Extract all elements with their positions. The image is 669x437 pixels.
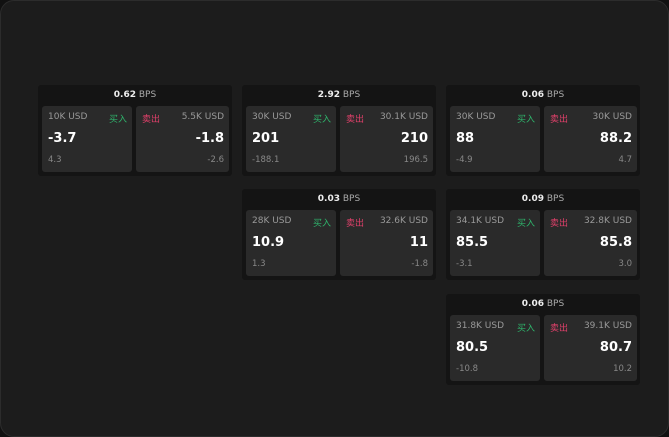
ask-size: 32.6K USD bbox=[379, 216, 428, 226]
bid-price: 201 bbox=[252, 131, 280, 146]
buy-button[interactable]: 34.1K USD 买入 85.5 -3.1 bbox=[450, 210, 540, 276]
spread-header: 2.92 BPS bbox=[242, 85, 436, 106]
spread-unit: BPS bbox=[342, 90, 361, 100]
ask-size: 39.1K USD bbox=[583, 321, 632, 331]
sell-label: 卖出 bbox=[550, 219, 569, 229]
spread-value: 0.62 bbox=[113, 90, 136, 100]
quote-card: 2.92 BPS 30K USD 买入 201 -188.1 卖出 30.1K US… bbox=[242, 85, 436, 176]
sell-label: 卖出 bbox=[346, 115, 365, 125]
bid-price: 80.5 bbox=[456, 340, 489, 355]
bid-change: -10.8 bbox=[456, 364, 478, 374]
bid-price: 88 bbox=[456, 131, 475, 146]
bid-change: -3.1 bbox=[456, 259, 473, 269]
sell-button[interactable]: 卖出 32.8K USD 85.8 3.0 bbox=[544, 210, 637, 276]
ask-price: 88.2 bbox=[599, 131, 632, 146]
quote-card: 0.06 BPS 31.8K USD 买入 80.5 -10.8 卖出 39.1K … bbox=[446, 294, 640, 385]
bid-change: -4.9 bbox=[456, 155, 473, 165]
spread-value: 0.09 bbox=[521, 194, 544, 204]
sell-button[interactable]: 卖出 5.5K USD -1.8 -2.6 bbox=[136, 106, 229, 172]
spread-header: 0.09 BPS bbox=[446, 189, 640, 210]
buy-button[interactable]: 30K USD 买入 88 -4.9 bbox=[450, 106, 540, 172]
quote-card: 0.03 BPS 28K USD 买入 10.9 1.3 卖出 32.6K USD … bbox=[242, 189, 436, 280]
spread-value: 2.92 bbox=[317, 90, 340, 100]
spread-value: 0.06 bbox=[521, 90, 544, 100]
buy-label: 买入 bbox=[516, 115, 535, 125]
sell-label: 卖出 bbox=[550, 115, 569, 125]
ask-size: 5.5K USD bbox=[181, 112, 224, 122]
bid-size: 30K USD bbox=[252, 112, 292, 122]
ask-size: 30.1K USD bbox=[379, 112, 428, 122]
buy-button[interactable]: 10K USD 买入 -3.7 4.3 bbox=[42, 106, 132, 172]
bid-change: 1.3 bbox=[252, 259, 266, 269]
bid-change: -188.1 bbox=[252, 155, 280, 165]
bid-size: 28K USD bbox=[252, 216, 292, 226]
ask-price: 80.7 bbox=[599, 340, 632, 355]
ask-change: 3.0 bbox=[618, 259, 632, 269]
quote-card: 0.06 BPS 30K USD 买入 88 -4.9 卖出 30K USD 88.… bbox=[446, 85, 640, 176]
spread-unit: BPS bbox=[546, 90, 565, 100]
ask-change: -1.8 bbox=[411, 259, 428, 269]
spread-value: 0.06 bbox=[521, 299, 544, 309]
spread-unit: BPS bbox=[342, 194, 361, 204]
buy-button[interactable]: 30K USD 买入 201 -188.1 bbox=[246, 106, 336, 172]
buy-label: 买入 bbox=[312, 219, 331, 229]
spread-unit: BPS bbox=[138, 90, 157, 100]
ask-size: 30K USD bbox=[592, 112, 632, 122]
ask-price: 85.8 bbox=[599, 235, 632, 250]
bid-size: 10K USD bbox=[48, 112, 88, 122]
ask-price: 11 bbox=[409, 235, 428, 250]
sell-button[interactable]: 卖出 30K USD 88.2 4.7 bbox=[544, 106, 637, 172]
sell-button[interactable]: 卖出 39.1K USD 80.7 10.2 bbox=[544, 315, 637, 381]
sell-label: 卖出 bbox=[346, 219, 365, 229]
quote-card: 0.62 BPS 10K USD 买入 -3.7 4.3 卖出 5.5K USD -… bbox=[38, 85, 232, 176]
ask-change: 196.5 bbox=[403, 155, 428, 165]
buy-label: 买入 bbox=[108, 115, 127, 125]
bid-price: 10.9 bbox=[252, 235, 285, 250]
sell-button[interactable]: 卖出 32.6K USD 11 -1.8 bbox=[340, 210, 433, 276]
sell-button[interactable]: 卖出 30.1K USD 210 196.5 bbox=[340, 106, 433, 172]
ask-price: -1.8 bbox=[195, 131, 224, 146]
buy-label: 买入 bbox=[516, 219, 535, 229]
quote-card: 0.09 BPS 34.1K USD 买入 85.5 -3.1 卖出 32.8K U… bbox=[446, 189, 640, 280]
sell-label: 卖出 bbox=[142, 115, 161, 125]
spread-header: 0.06 BPS bbox=[446, 294, 640, 315]
buy-button[interactable]: 31.8K USD 买入 80.5 -10.8 bbox=[450, 315, 540, 381]
ask-change: -2.6 bbox=[207, 155, 224, 165]
spread-header: 0.62 BPS bbox=[38, 85, 232, 106]
bid-price: 85.5 bbox=[456, 235, 489, 250]
buy-label: 买入 bbox=[312, 115, 331, 125]
ask-price: 210 bbox=[400, 131, 428, 146]
bid-size: 34.1K USD bbox=[456, 216, 505, 226]
ask-size: 32.8K USD bbox=[583, 216, 632, 226]
bid-price: -3.7 bbox=[48, 131, 77, 146]
ask-change: 10.2 bbox=[613, 364, 632, 374]
buy-button[interactable]: 28K USD 买入 10.9 1.3 bbox=[246, 210, 336, 276]
buy-label: 买入 bbox=[516, 324, 535, 334]
spread-header: 0.03 BPS bbox=[242, 189, 436, 210]
spread-value: 0.03 bbox=[317, 194, 340, 204]
spread-unit: BPS bbox=[546, 299, 565, 309]
spread-unit: BPS bbox=[546, 194, 565, 204]
bid-size: 31.8K USD bbox=[456, 321, 505, 331]
spread-header: 0.06 BPS bbox=[446, 85, 640, 106]
ask-change: 4.7 bbox=[618, 155, 632, 165]
bid-size: 30K USD bbox=[456, 112, 496, 122]
bid-change: 4.3 bbox=[48, 155, 62, 165]
sell-label: 卖出 bbox=[550, 324, 569, 334]
